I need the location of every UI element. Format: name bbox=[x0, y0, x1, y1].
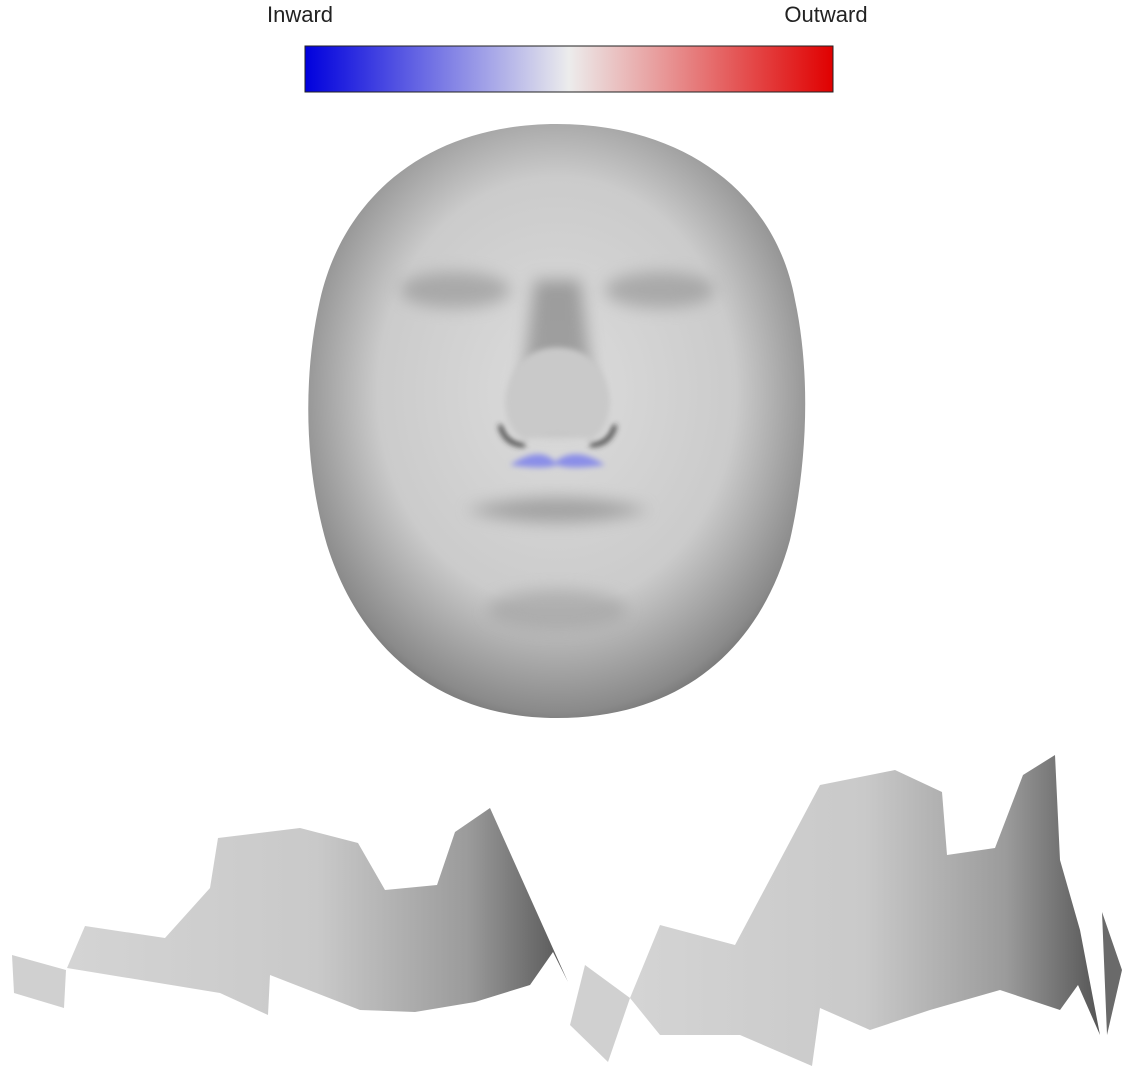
figure: Inward Outward bbox=[0, 0, 1126, 1068]
profile-left bbox=[12, 808, 568, 1015]
colorbar-left-label: Inward bbox=[267, 2, 333, 27]
face-render bbox=[308, 124, 805, 718]
colorbar-right-label: Outward bbox=[784, 2, 867, 27]
colorbar bbox=[305, 46, 833, 92]
profile-right bbox=[570, 755, 1122, 1066]
